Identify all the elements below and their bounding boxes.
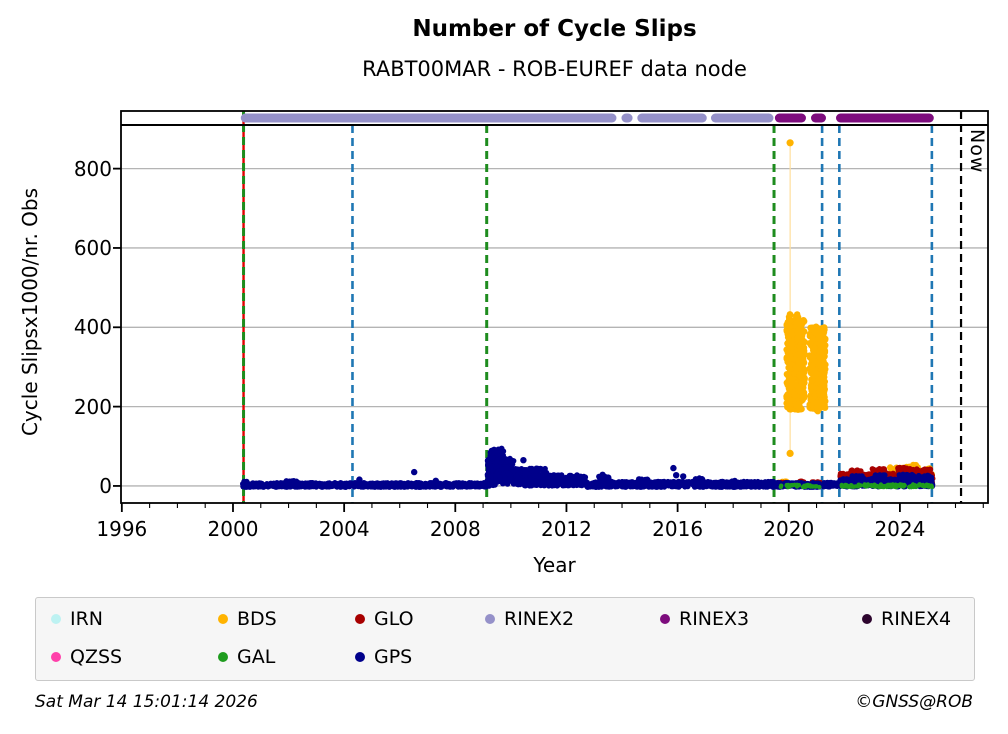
legend-label: GAL [237, 646, 276, 668]
legend-item-bds: BDS [218, 607, 277, 631]
glo-marker-icon [355, 614, 365, 624]
rinex4-marker-icon [862, 614, 872, 624]
legend: IRN BDS GLO RINEX2 RINEX3 RINEX4 QZSS GAL GPS [35, 597, 975, 681]
chart-subtitle: RABT00MAR - ROB-EUREF data node [362, 57, 747, 81]
y-tick-label: 0 [99, 473, 112, 498]
gal-marker-icon [218, 652, 228, 662]
legend-item-gps: GPS [355, 645, 412, 669]
copyright-credit: ©GNSS@ROB [855, 692, 973, 712]
plot-timestamp: Sat Mar 14 15:01:14 2026 [35, 692, 258, 712]
y-tick-label: 200 [73, 394, 112, 419]
y-tick-label: 800 [73, 156, 112, 181]
qzss-marker-icon [51, 652, 61, 662]
y-tick-label: 600 [73, 235, 112, 260]
x-tick-label: 2016 [652, 517, 704, 541]
rinex3-marker-icon [660, 614, 670, 624]
y-tick-label: 400 [73, 315, 112, 340]
irn-marker-icon [51, 614, 61, 624]
legend-label: BDS [237, 608, 277, 630]
rinex2-marker-icon [485, 614, 495, 624]
legend-label: IRN [70, 608, 104, 630]
legend-item-rinex4: RINEX4 [862, 607, 951, 631]
legend-label: RINEX2 [504, 608, 575, 630]
gps-marker-icon [355, 652, 365, 662]
legend-label: GPS [374, 646, 413, 668]
legend-label: GLO [374, 608, 414, 630]
x-tick-label: 2004 [318, 517, 370, 541]
legend-item-rinex2: RINEX2 [485, 607, 574, 631]
legend-label: RINEX4 [881, 608, 952, 630]
x-tick-label: 2024 [874, 517, 926, 541]
legend-label: RINEX3 [679, 608, 750, 630]
legend-item-glo: GLO [355, 607, 414, 631]
x-tick-label: 2020 [763, 517, 815, 541]
legend-item-gal: GAL [218, 645, 275, 669]
x-tick-label: 1996 [96, 517, 148, 541]
x-axis-label: Year [533, 553, 576, 577]
legend-item-irn: IRN [51, 607, 103, 631]
bds-marker-icon [218, 614, 228, 624]
legend-item-qzss: QZSS [51, 645, 122, 669]
now-annotation-label: Now [966, 129, 988, 174]
x-tick-label: 2000 [207, 517, 259, 541]
legend-item-rinex3: RINEX3 [660, 607, 749, 631]
chart-title: Number of Cycle Slips [412, 16, 697, 42]
x-tick-label: 2012 [540, 517, 592, 541]
x-tick-label: 2008 [429, 517, 481, 541]
legend-label: QZSS [70, 646, 123, 668]
